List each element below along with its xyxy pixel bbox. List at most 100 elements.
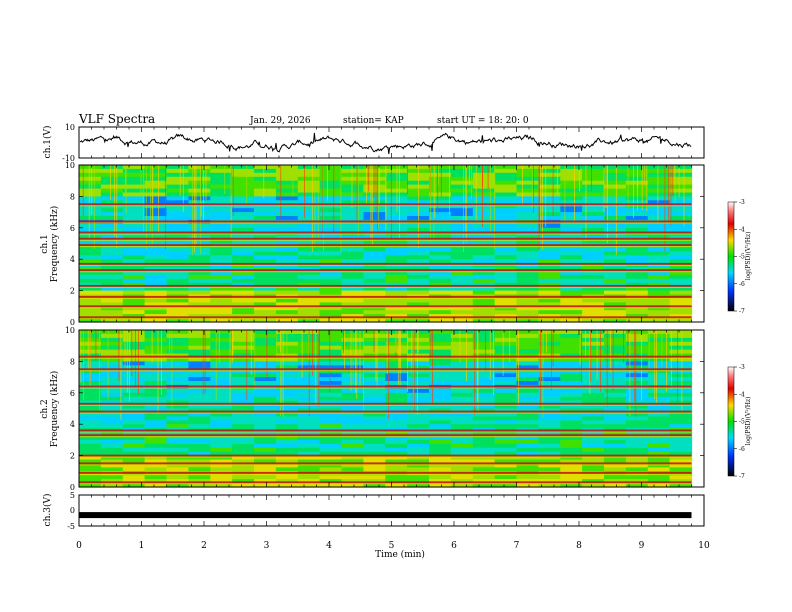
spec2-cell [582, 443, 605, 449]
ch3-signal-ylabel: ch.3(V) [42, 494, 53, 527]
spec2-cell [560, 345, 583, 351]
spec1-cell [341, 172, 364, 178]
spec2-cell [669, 416, 693, 421]
spec1-cell [144, 223, 168, 229]
spec2-cell [582, 361, 605, 366]
spec2-cell [385, 392, 408, 398]
spec1-cell [100, 172, 124, 178]
spec1-band [79, 244, 692, 247]
ch2-colorbar: -3-4-5-6-7 log(PSD)(V²/Hz) [727, 364, 752, 480]
spec2-cell [254, 333, 277, 339]
spec2-cell [647, 459, 671, 464]
spec1-cell [669, 180, 693, 186]
spec2-cell [494, 451, 518, 457]
spec1-cell [319, 223, 343, 229]
spec1-cell [472, 259, 496, 264]
spec2-cell [407, 483, 430, 488]
spec1-cell [232, 306, 255, 311]
spec1-cell [494, 298, 518, 303]
spec2-cell [472, 396, 496, 402]
spec1-cell [560, 278, 583, 284]
spec1-cell [254, 204, 277, 209]
spec1-cell [669, 274, 693, 280]
spec1-cell [254, 247, 277, 252]
spec1-cell [538, 212, 561, 217]
spec1-cell [232, 212, 255, 217]
spec1-cell [560, 216, 583, 221]
spec1-cell [385, 223, 408, 229]
spec2-cell [275, 357, 299, 362]
spec2-cell [625, 436, 649, 441]
spec2-cell [188, 333, 211, 339]
spec2-cell [538, 436, 561, 441]
spec1-cell [429, 227, 452, 233]
spec1-cell [429, 204, 452, 209]
spec1-cell [79, 298, 102, 303]
spec2-cell [669, 412, 693, 417]
spec2-cell [254, 416, 277, 421]
spec2-cell [385, 467, 408, 472]
spec2-cell [604, 361, 627, 366]
spec2-cell [538, 392, 561, 398]
spec2-cell [429, 459, 452, 464]
spec2-cell [122, 396, 146, 402]
spec2-cell [232, 345, 255, 351]
spec1-cell [582, 239, 605, 245]
spec2-cell [341, 412, 364, 417]
spec2-cell [188, 467, 211, 472]
spec2-cell [166, 345, 189, 351]
spec2-cell [122, 330, 146, 335]
ch1-spectrogram-ylabel: Frequency (kHz) [49, 206, 60, 283]
spec2-cell [166, 455, 189, 461]
spec1-cell [429, 255, 452, 260]
spec1-cell [450, 180, 474, 186]
spec2-cell [669, 377, 693, 382]
spec1-cell [669, 196, 693, 201]
x-tick-label: 7 [514, 541, 520, 551]
spec1-cell [232, 188, 255, 194]
spec2-cell [232, 357, 255, 362]
spec2-cell [538, 420, 561, 425]
spec1-cell [144, 255, 168, 260]
spec1-cell [625, 274, 649, 280]
spec2-cell [341, 420, 364, 425]
spec2-cell [472, 459, 496, 464]
spec2-band [79, 429, 692, 432]
spec1-cell [232, 227, 255, 233]
spec2-band [79, 402, 692, 405]
spec1-cell [297, 310, 321, 315]
spec2-cell [232, 377, 255, 382]
spec2-cell [538, 381, 561, 386]
spec2-cell [647, 463, 671, 468]
spec2-cell [144, 436, 168, 441]
spec2-cell [144, 333, 168, 339]
spec2-cell [582, 455, 605, 461]
spec2-cell [647, 341, 671, 347]
spec1-cell [100, 192, 124, 197]
spec2-cell [472, 369, 496, 374]
spec2-cell [429, 333, 452, 339]
spec2-cell [319, 436, 343, 441]
spec2-cell [166, 361, 189, 366]
spec2-cell [429, 381, 452, 386]
spec1-cell [472, 200, 496, 205]
spec2-cell [669, 365, 693, 370]
spec1-cell [232, 318, 255, 323]
spec2-cell [560, 396, 583, 402]
spec1-cell [472, 172, 496, 178]
spec2-cell [407, 361, 430, 366]
spec2-cell [429, 396, 452, 402]
spec2-cell [669, 439, 693, 445]
spec1-cell [407, 255, 430, 260]
spec1-cell [538, 302, 561, 307]
spec1-cell [297, 200, 321, 205]
spec1-cell [275, 286, 299, 292]
spec2-cell [363, 404, 386, 410]
spec1-cell [450, 176, 474, 182]
spec2-cell [625, 443, 649, 449]
spec1-band [79, 203, 692, 206]
spec2-cell [254, 475, 277, 480]
spec2-cell [429, 341, 452, 347]
spec1-cell [494, 239, 518, 245]
spec2-cell [582, 381, 605, 386]
